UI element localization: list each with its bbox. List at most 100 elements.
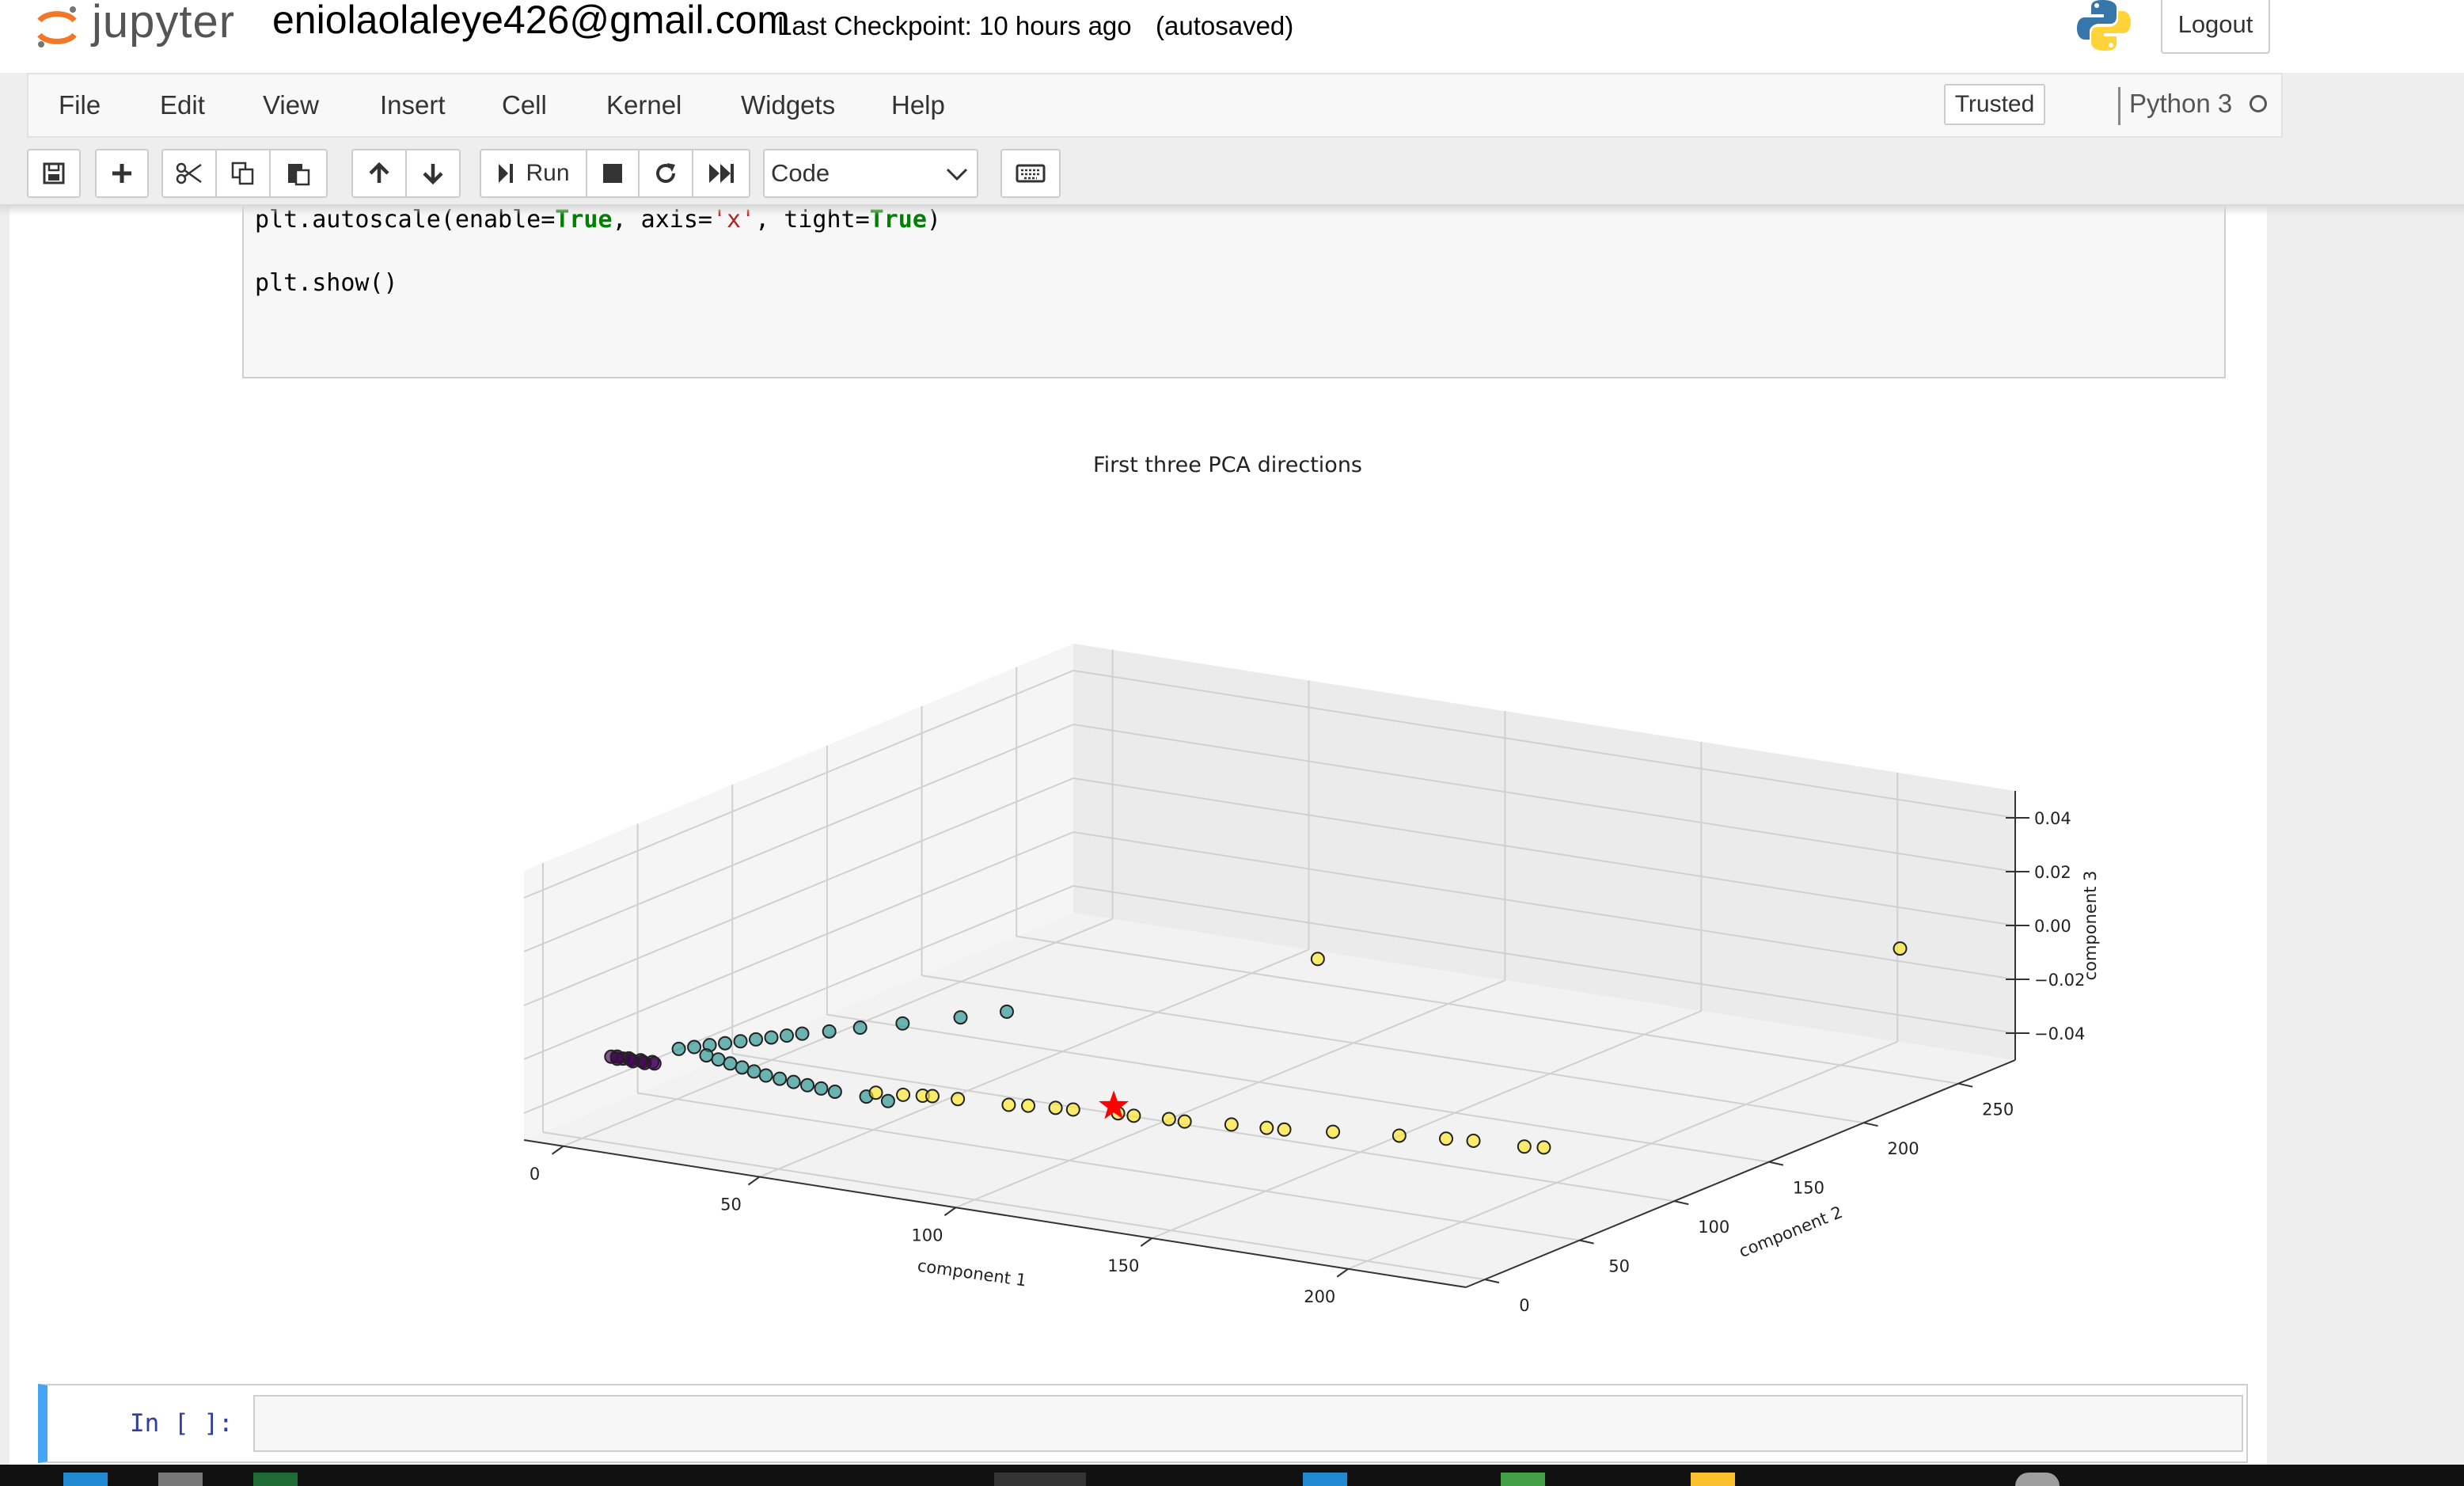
y-tick-label: 50	[1608, 1257, 1630, 1276]
menu-file[interactable]: File	[59, 90, 101, 120]
notebook-name[interactable]: eniolaolaleye426@gmail.com	[272, 0, 790, 42]
menu-view[interactable]: View	[263, 90, 319, 120]
y-tick-label: 250	[1982, 1100, 2014, 1119]
chrome-icon[interactable]	[994, 1473, 1086, 1486]
x-gridline-floor	[1151, 1010, 1702, 1239]
kernel-name[interactable]: Python 3	[2129, 89, 2233, 118]
menu-kernel[interactable]: Kernel	[606, 90, 682, 120]
z-gridline-side	[523, 670, 1074, 899]
paste-icon	[288, 164, 310, 186]
restart-button[interactable]	[638, 149, 693, 198]
copy-button[interactable]	[215, 149, 271, 198]
menu-cell[interactable]: Cell	[502, 90, 547, 120]
autosave-status: (autosaved)	[1156, 11, 1294, 40]
move-down-button[interactable]	[405, 149, 461, 198]
arrow-up-icon	[369, 162, 389, 183]
save-icon	[43, 162, 65, 184]
header-shadow	[0, 204, 2464, 215]
cell-prompt: In [ ]:	[130, 1409, 233, 1438]
cell-type-select[interactable]: Code	[763, 149, 978, 198]
empty-cell-input[interactable]	[253, 1395, 2243, 1452]
axes-gridlines	[523, 649, 2016, 1281]
app-icon[interactable]	[1501, 1473, 1545, 1486]
scatter-point	[1048, 1100, 1063, 1115]
x-tick-mark	[943, 1207, 956, 1217]
chevron-down-icon	[946, 168, 968, 181]
scatter-point	[1001, 1097, 1016, 1112]
scatter-point	[723, 1056, 738, 1071]
x-tick-mark	[747, 1176, 761, 1186]
y-axis-title: component 2	[1737, 1203, 1846, 1261]
scatter-point	[647, 1056, 662, 1071]
menu-insert[interactable]: Insert	[380, 90, 446, 120]
move-up-button[interactable]	[351, 149, 407, 198]
scatter-point	[924, 1089, 940, 1104]
x-gridline-floor	[563, 918, 1113, 1147]
run-icon	[499, 164, 514, 183]
x-tick-label: 0	[530, 1165, 540, 1184]
scatter-point	[880, 1093, 895, 1108]
cortana-icon[interactable]	[2015, 1473, 2060, 1486]
scatter-point	[951, 1092, 966, 1107]
scatter-point	[1177, 1114, 1192, 1129]
cut-button[interactable]	[161, 149, 217, 198]
start-icon[interactable]	[63, 1473, 108, 1486]
y-tick-mark	[1674, 1200, 1689, 1206]
jupyter-logo-icon[interactable]	[35, 5, 79, 49]
save-button[interactable]	[27, 149, 81, 198]
y-tick-mark	[1863, 1122, 1878, 1127]
insert-cell-button[interactable]	[95, 149, 149, 198]
empty-code-cell[interactable]: In [ ]:	[38, 1384, 2248, 1463]
scatter-point	[814, 1081, 829, 1096]
scatter-point	[780, 1028, 795, 1043]
plus-icon	[112, 164, 131, 183]
z-gridline-side	[523, 885, 1074, 1114]
y-axis-line	[1465, 1059, 2016, 1288]
y-tick-label: 150	[1793, 1179, 1824, 1198]
paste-button[interactable]	[269, 149, 328, 198]
y-tick-label: 100	[1698, 1218, 1729, 1237]
z-tick-label: 0.02	[2034, 863, 2071, 882]
stop-icon	[603, 164, 622, 183]
excel-icon[interactable]	[253, 1473, 298, 1486]
command-palette-button[interactable]	[1000, 149, 1061, 198]
y-gridline-floor	[542, 1131, 1486, 1281]
scatter-point	[868, 1085, 883, 1100]
restart-run-all-button[interactable]	[692, 149, 750, 198]
menu-widgets[interactable]: Widgets	[741, 90, 836, 120]
x-tick-label: 50	[720, 1195, 742, 1214]
scatter-point	[671, 1041, 686, 1056]
scatter-point	[1065, 1102, 1080, 1117]
scatter-point	[1259, 1120, 1274, 1135]
y-gridline-floor	[732, 1053, 1675, 1203]
outlook-icon[interactable]	[1303, 1473, 1347, 1486]
trusted-badge[interactable]: Trusted	[1944, 84, 2045, 125]
fast-forward-icon	[709, 164, 734, 183]
scatter-point	[895, 1016, 910, 1031]
scatter-point	[896, 1087, 911, 1102]
interrupt-button[interactable]	[586, 149, 640, 198]
x-axis-title: component 1	[917, 1256, 1028, 1290]
y-tick-mark	[1484, 1279, 1500, 1284]
menu-help[interactable]: Help	[891, 90, 945, 120]
jupyter-logo-text[interactable]: jupyter	[92, 0, 236, 48]
z-tick-label: 0.04	[2034, 809, 2071, 828]
scatter-point	[764, 1030, 779, 1045]
scatter-points	[604, 941, 1908, 1155]
scatter-point	[999, 1004, 1014, 1019]
sticky-notes-icon[interactable]	[1691, 1473, 1735, 1486]
python-logo-icon	[2077, 0, 2131, 51]
logout-button[interactable]: Logout	[2161, 0, 2270, 54]
y-gridline-floor	[637, 1092, 1580, 1241]
scatter-point	[1536, 1140, 1551, 1155]
z-tick-label: −0.04	[2034, 1024, 2085, 1043]
code-cell-input[interactable]: plt.autoscale(enable=True, axis='x', tig…	[242, 206, 2226, 378]
x-axis-line	[523, 1139, 1467, 1288]
z-tick-label: −0.02	[2034, 971, 2085, 990]
x-tick-label: 100	[911, 1226, 943, 1245]
taskview-icon[interactable]	[158, 1473, 203, 1486]
restart-icon	[656, 163, 675, 183]
menu-edit[interactable]: Edit	[160, 90, 205, 120]
run-button[interactable]: Run	[480, 149, 587, 198]
cut-icon	[176, 162, 202, 184]
